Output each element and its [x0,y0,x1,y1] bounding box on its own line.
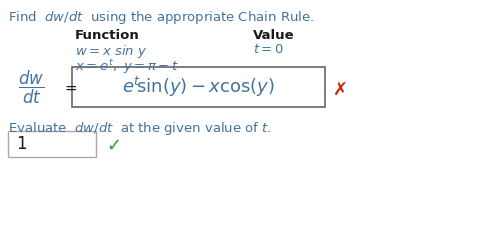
Text: ✓: ✓ [106,137,121,155]
Text: $x = e^t,\ y = \pi - t$: $x = e^t,\ y = \pi - t$ [75,57,179,76]
Text: Value: Value [252,29,294,42]
Text: 1: 1 [16,135,26,153]
Bar [8,131,96,157]
Bar [72,67,324,107]
Text: ✗: ✗ [332,81,348,99]
Text: $t = 0$: $t = 0$ [252,43,283,56]
Text: $e^t\!\sin(y) - x\cos(y)$: $e^t\!\sin(y) - x\cos(y)$ [122,75,275,99]
Text: Find  $\mathit{dw/dt}$  using the appropriate Chain Rule.: Find $\mathit{dw/dt}$ using the appropri… [8,9,313,26]
Text: $=$: $=$ [62,79,78,95]
Text: Function: Function [75,29,140,42]
Text: $w = x$ sin $y$: $w = x$ sin $y$ [75,43,147,60]
Text: Evaluate  $\mathit{dw/dt}$  at the given value of $\mathit{t}$.: Evaluate $\mathit{dw/dt}$ at the given v… [8,120,271,137]
Text: $\dfrac{dw}{dt}$: $\dfrac{dw}{dt}$ [18,68,44,106]
